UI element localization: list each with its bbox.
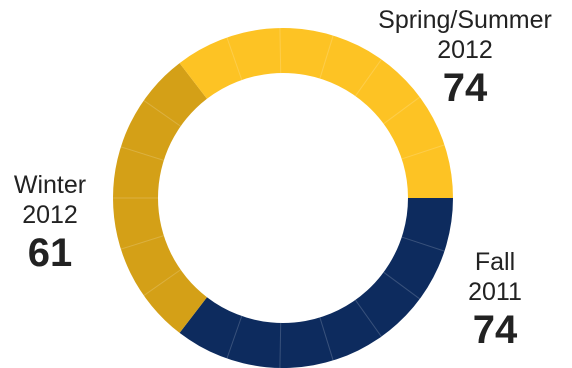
segment-divider xyxy=(143,100,181,127)
segment-divider xyxy=(279,322,282,368)
segment-divider xyxy=(226,315,243,359)
segment-name-line1: Winter xyxy=(13,171,87,199)
segment-value-spring-summer: 74 xyxy=(442,66,488,110)
segment-name-winter: Winter 2012 xyxy=(0,170,100,230)
segment-divider xyxy=(383,271,421,300)
segment-divider xyxy=(120,146,164,161)
segment-name-line1: Spring/Summer xyxy=(378,6,552,34)
label-fall-2011: Fall 2011 74 xyxy=(430,247,560,353)
segment-divider xyxy=(354,299,382,337)
donut-slice-1 xyxy=(112,63,207,333)
segment-value-winter: 61 xyxy=(27,231,73,275)
segment-name-fall: Fall 2011 xyxy=(430,247,560,307)
segment-name-line2: 2012 xyxy=(437,36,493,64)
donut-slice-2 xyxy=(179,27,454,199)
label-spring-summer-2012: Spring/Summer 2012 74 xyxy=(365,5,565,111)
segment-divider xyxy=(319,317,334,361)
segment-divider xyxy=(354,59,382,97)
segment-name-spring-summer: Spring/Summer 2012 xyxy=(365,5,565,65)
label-winter-2012: Winter 2012 61 xyxy=(0,170,100,276)
segment-name-line2: 2012 xyxy=(22,201,78,229)
segment-name-line1: Fall xyxy=(474,248,516,276)
donut-slices xyxy=(112,27,454,368)
segment-divider xyxy=(120,235,164,250)
donut-slice-0 xyxy=(179,198,453,368)
segment-divider xyxy=(226,37,243,81)
segment-divider xyxy=(143,269,181,296)
segment-name-line2: 2011 xyxy=(468,278,522,306)
segment-divider xyxy=(279,28,282,74)
segment-divider xyxy=(319,35,334,79)
segment-divider xyxy=(401,144,445,160)
segment-divider xyxy=(383,96,421,125)
segment-dividers xyxy=(113,28,445,368)
segment-value-fall: 74 xyxy=(472,308,518,352)
segment-divider xyxy=(401,236,445,252)
